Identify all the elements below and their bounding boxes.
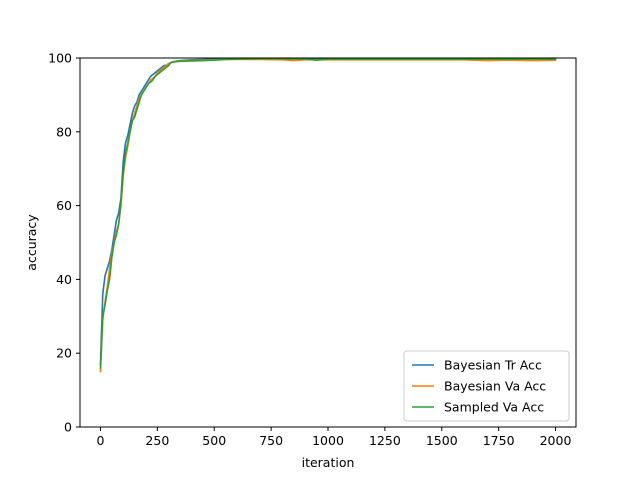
x-tick-label: 750 bbox=[259, 433, 283, 448]
x-tick-label: 250 bbox=[145, 433, 169, 448]
y-tick-label: 20 bbox=[56, 346, 72, 361]
y-tick-label: 100 bbox=[48, 51, 72, 66]
legend-entry: Bayesian Va Acc bbox=[444, 379, 546, 394]
x-tick-label: 1000 bbox=[312, 433, 344, 448]
legend-entry: Sampled Va Acc bbox=[444, 400, 544, 415]
legend-entry: Bayesian Tr Acc bbox=[444, 358, 542, 373]
y-tick-label: 40 bbox=[56, 272, 72, 287]
legend: Bayesian Tr Acc Bayesian Va Acc Sampled Va… bbox=[403, 350, 570, 422]
x-tick-label: 2000 bbox=[540, 433, 572, 448]
y-tick-label: 60 bbox=[56, 198, 72, 213]
y-tick-label: 0 bbox=[64, 420, 72, 435]
x-tick-label: 0 bbox=[97, 433, 105, 448]
y-tick-label: 80 bbox=[56, 124, 72, 139]
series-line-3 bbox=[99, 57, 557, 369]
x-tick-label: 500 bbox=[202, 433, 226, 448]
legend-box bbox=[403, 350, 570, 422]
x-axis: 0 250 500 750 1000 1250 1500 1750 2000 bbox=[97, 427, 572, 448]
x-axis-title: iteration bbox=[302, 455, 355, 470]
x-tick-label: 1250 bbox=[369, 433, 401, 448]
y-axis-title: accuracy bbox=[24, 214, 39, 271]
series-layer bbox=[99, 57, 557, 373]
x-tick-label: 1500 bbox=[426, 433, 458, 448]
y-axis: 0 20 40 60 80 100 bbox=[48, 51, 80, 435]
x-tick-label: 1750 bbox=[483, 433, 515, 448]
